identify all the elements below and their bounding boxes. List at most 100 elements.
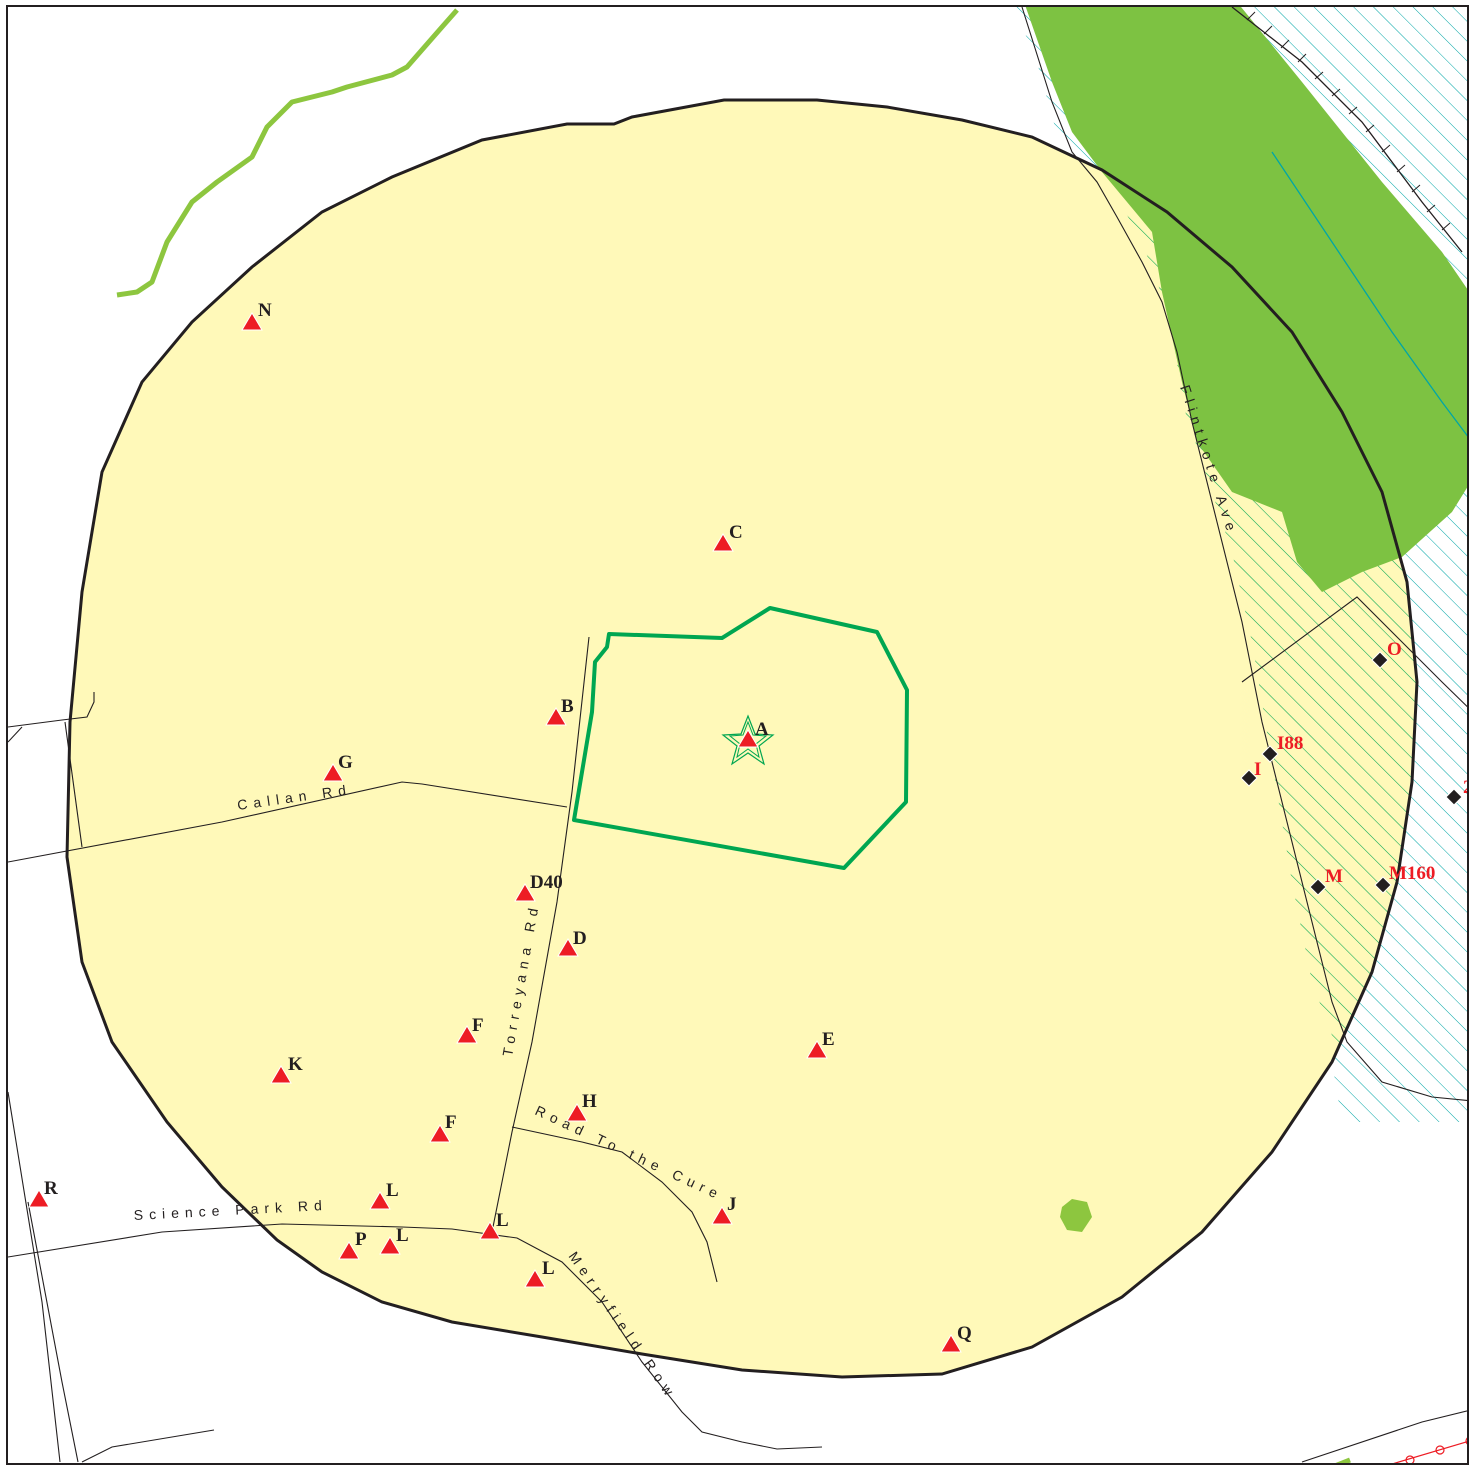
railroad [1231, 7, 1463, 253]
road-stub-west [8, 726, 23, 743]
site-marker-h[interactable]: H [566, 1091, 597, 1122]
site-label: C [729, 522, 743, 543]
creek [116, 8, 459, 298]
subject-site-star-icon [721, 714, 775, 766]
site-label: B [561, 696, 574, 717]
map-canvas: Callan Rd Torreyana Rd Road To the Cure … [8, 7, 1469, 1463]
site-marker-d[interactable]: D [557, 928, 587, 957]
site-label: Q [957, 1323, 972, 1344]
triangle-icon [456, 1025, 478, 1044]
triangle-icon [514, 883, 536, 902]
site-label: F [472, 1015, 484, 1036]
site-marker-d40[interactable]: D40 [514, 872, 563, 902]
site-marker-a[interactable]: A [737, 719, 769, 748]
site-marker-l-1[interactable]: L [369, 1180, 399, 1210]
road-se-corner [1301, 1410, 1467, 1463]
triangle-icon [711, 1206, 733, 1225]
triangle-icon [737, 729, 759, 748]
triangle-icon [28, 1189, 50, 1208]
site-label: L [542, 1258, 555, 1279]
site-label: L [386, 1180, 399, 1201]
road-minor-vertical-sw-2 [27, 1201, 79, 1463]
site-marker-p[interactable]: P [338, 1229, 367, 1260]
road-minor-vertical-sw-1 [8, 1091, 61, 1463]
triangle-icon [241, 312, 263, 331]
triangle-icon [338, 1241, 360, 1260]
diamond-icon [1371, 651, 1389, 669]
site-label: 2 [1463, 777, 1469, 798]
site-marker-f-2[interactable]: F [429, 1112, 457, 1143]
site-marker-o[interactable]: O [1371, 639, 1402, 669]
site-marker-c[interactable]: C [712, 522, 743, 552]
site-marker-n[interactable]: N [241, 300, 272, 331]
road-callan [8, 781, 568, 863]
triangle-icon [369, 1191, 391, 1210]
road-merryfield-nw [8, 692, 95, 728]
site-marker-j[interactable]: J [711, 1194, 737, 1225]
site-label: I88 [1277, 733, 1303, 754]
road-network [8, 7, 1467, 1463]
diamond-icon [1240, 769, 1258, 787]
site-marker-k[interactable]: K [270, 1054, 303, 1084]
site-marker-m[interactable]: M [1309, 866, 1343, 896]
site-marker-f-1[interactable]: F [456, 1015, 484, 1044]
site-label: I [1254, 759, 1261, 780]
site-marker-l-3[interactable]: L [479, 1210, 509, 1240]
site-label: K [288, 1054, 303, 1075]
green-blob [1060, 1199, 1092, 1232]
search-radius-outline [65, 98, 1419, 1379]
triangle-icon [379, 1236, 401, 1255]
green-area [1025, 7, 1467, 592]
site-label: R [44, 1178, 58, 1199]
site-marker-l-2[interactable]: L [379, 1225, 409, 1255]
site-marker-2[interactable]: 2 [1445, 777, 1469, 806]
railroad-ties [1246, 11, 1451, 231]
site-label: D [573, 928, 587, 949]
road-minor-vertical-west [64, 721, 83, 848]
triangle-icon [566, 1103, 588, 1122]
subject-site-star-inner-icon [728, 720, 768, 759]
site-label: P [355, 1229, 367, 1250]
diamond-icon [1261, 745, 1279, 763]
triangle-icon [322, 763, 344, 782]
triangle-icon [806, 1040, 828, 1059]
triangle-icon [545, 707, 567, 726]
road-science-park [8, 1223, 823, 1450]
diamond-icon [1374, 876, 1392, 894]
site-label: F [445, 1112, 457, 1133]
site-marker-q[interactable]: Q [940, 1323, 972, 1353]
site-label: A [755, 719, 769, 740]
site-marker-l-4[interactable]: L [524, 1258, 555, 1288]
canal-line [1271, 151, 1467, 437]
triangle-icon [479, 1221, 501, 1240]
site-label: L [496, 1210, 509, 1231]
site-marker-b[interactable]: B [545, 696, 574, 726]
road-east-branch [1241, 596, 1467, 708]
diamond-icon [1309, 878, 1327, 896]
site-label: J [727, 1194, 737, 1215]
site-label: E [822, 1029, 835, 1050]
site-label: M160 [1389, 863, 1435, 884]
map-frame: Callan Rd Torreyana Rd Road To the Cure … [6, 5, 1469, 1465]
triangle-icon [712, 533, 734, 552]
site-label: D40 [530, 872, 563, 893]
triangle-icon [940, 1334, 962, 1353]
site-label: L [396, 1225, 409, 1246]
site-marker-e[interactable]: E [806, 1029, 835, 1059]
red-boundary-se [1393, 1441, 1467, 1463]
triangle-sites-layer: A B C D40 D E F F G H J K L L L L N P Q … [28, 300, 972, 1353]
site-marker-m160[interactable]: M160 [1374, 863, 1435, 894]
triangle-icon [429, 1124, 451, 1143]
site-marker-r[interactable]: R [28, 1178, 58, 1208]
site-marker-i88[interactable]: I88 [1261, 733, 1303, 763]
road-to-the-cure [511, 1126, 718, 1283]
site-marker-g[interactable]: G [322, 752, 353, 782]
site-label: G [338, 752, 353, 773]
triangle-icon [270, 1065, 292, 1084]
site-label: M [1325, 866, 1343, 887]
diamond-icon [1445, 788, 1463, 806]
site-label: N [258, 300, 272, 321]
site-label: O [1387, 639, 1402, 660]
site-marker-i[interactable]: I [1240, 759, 1261, 787]
red-boundary-markers [1405, 1437, 1467, 1463]
